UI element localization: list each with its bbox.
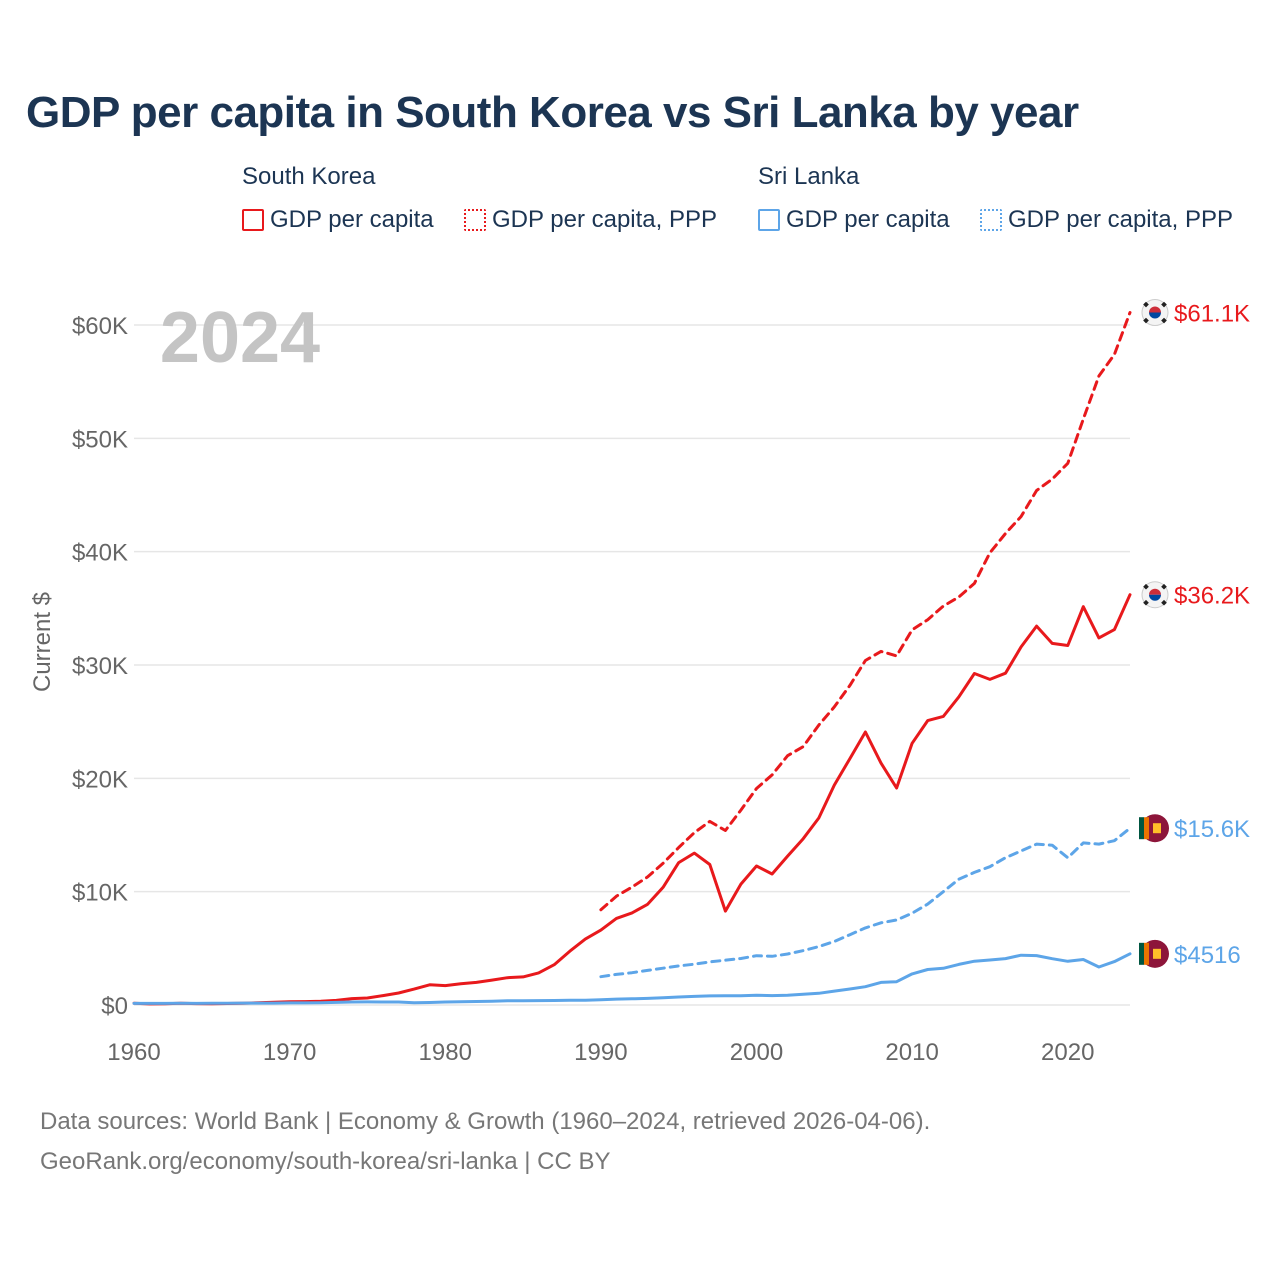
y-tick-label: $50K — [72, 426, 128, 453]
legend-item-srilanka-ppp[interactable]: GDP per capita, PPP — [980, 205, 1233, 235]
series-lines — [132, 311, 1132, 1006]
x-tick-label: 2020 — [1041, 1039, 1094, 1066]
end-value-label: $15.6K — [1174, 816, 1250, 843]
y-tick-label: $0 — [101, 993, 128, 1020]
y-tick-label: $10K — [72, 880, 128, 907]
chart-title: GDP per capita in South Korea vs Sri Lan… — [26, 88, 1079, 137]
y-axis-label: Current $ — [29, 592, 56, 692]
x-tick-label: 1970 — [263, 1039, 316, 1066]
x-tick-label: 2000 — [730, 1039, 783, 1066]
legend-group-korea: South Korea — [242, 163, 376, 190]
grid-lines — [134, 324, 1130, 1006]
year-watermark: 2024 — [160, 298, 320, 378]
legend-group-srilanka: Sri Lanka — [758, 163, 860, 190]
legend-label: GDP per capita — [270, 206, 434, 233]
y-axis-ticks: $0 $10K $20K $30K $40K $50K $60K — [72, 313, 128, 1020]
legend-swatch-solid-icon — [758, 209, 780, 231]
legend-label: GDP per capita, PPP — [492, 206, 717, 233]
x-tick-label: 2010 — [885, 1039, 938, 1066]
end-value-label: $4516 — [1174, 942, 1241, 969]
series-line-srilanka-dashed[interactable] — [599, 826, 1132, 979]
legend-label: GDP per capita — [786, 206, 950, 233]
sri-lanka-flag-icon — [1139, 939, 1169, 968]
legend-item-srilanka-gdp[interactable]: GDP per capita — [758, 205, 950, 235]
y-tick-label: $40K — [72, 540, 128, 567]
x-tick-label: 1990 — [574, 1039, 627, 1066]
legend-swatch-dotted-icon — [980, 209, 1002, 231]
footer-sources: Data sources: World Bank | Economy & Gro… — [40, 1108, 931, 1135]
end-value-label: $61.1K — [1174, 301, 1250, 328]
end-labels: $36.2K $61.1K $4516 $15.6K — [1139, 299, 1250, 969]
footer-attribution[interactable]: GeoRank.org/economy/south-korea/sri-lank… — [40, 1148, 611, 1175]
series-line-korea-solid[interactable] — [132, 593, 1132, 1006]
legend-label: GDP per capita, PPP — [1008, 206, 1233, 233]
sri-lanka-flag-icon — [1139, 814, 1169, 843]
y-tick-label: $30K — [72, 653, 128, 680]
x-axis-ticks: 1960 1970 1980 1990 2000 2010 2020 — [107, 1039, 1094, 1066]
south-korea-flag-icon — [1141, 581, 1169, 609]
legend-item-korea-ppp[interactable]: GDP per capita, PPP — [464, 205, 717, 235]
x-tick-label: 1980 — [419, 1039, 472, 1066]
x-tick-label: 1960 — [107, 1039, 160, 1066]
end-value-label: $36.2K — [1174, 583, 1250, 610]
y-tick-label: $20K — [72, 766, 128, 793]
series-line-srilanka-solid[interactable] — [132, 952, 1132, 1005]
series-line-korea-dashed[interactable] — [599, 311, 1132, 912]
legend-swatch-dotted-icon — [464, 209, 486, 231]
legend-swatch-solid-icon — [242, 209, 264, 231]
y-tick-label: $60K — [72, 313, 128, 340]
line-chart: 2024 $0 $10K $20K $30K $40K $50K $60K 1960 1970… — [29, 298, 1250, 1066]
legend-item-korea-gdp[interactable]: GDP per capita — [242, 205, 434, 235]
south-korea-flag-icon — [1141, 299, 1169, 327]
